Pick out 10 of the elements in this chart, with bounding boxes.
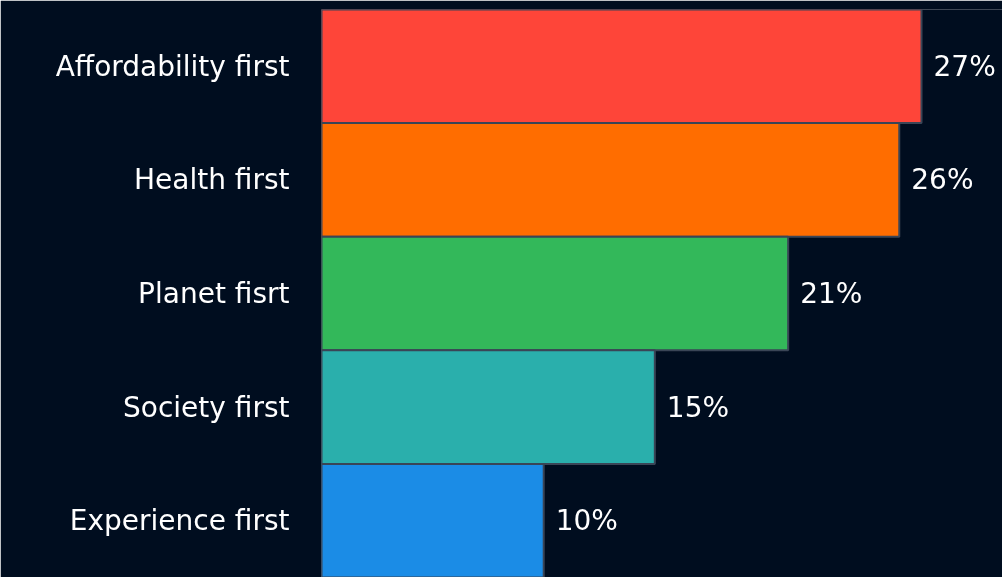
- data-label: 21%: [800, 277, 863, 310]
- y-tick-label: Health first: [133, 163, 290, 197]
- y-tick-label: Experience first: [69, 504, 290, 538]
- y-tick-label: Affordability first: [55, 49, 290, 83]
- data-label: 27%: [933, 49, 996, 83]
- data-label: 26%: [911, 163, 974, 197]
- data-label: 10%: [555, 504, 618, 538]
- data-label: 15%: [666, 390, 730, 424]
- y-tick-label: Planet fisrt: [138, 277, 290, 310]
- y-tick-label: Society first: [123, 390, 290, 424]
